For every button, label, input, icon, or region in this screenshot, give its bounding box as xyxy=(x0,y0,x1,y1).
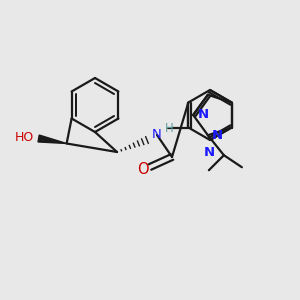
Text: H: H xyxy=(165,122,173,134)
Text: HO: HO xyxy=(15,131,34,144)
Text: N: N xyxy=(152,128,162,142)
Text: N: N xyxy=(212,129,223,142)
Text: O: O xyxy=(137,161,149,176)
Text: N: N xyxy=(198,107,209,121)
Polygon shape xyxy=(38,135,67,143)
Text: N: N xyxy=(203,146,214,159)
